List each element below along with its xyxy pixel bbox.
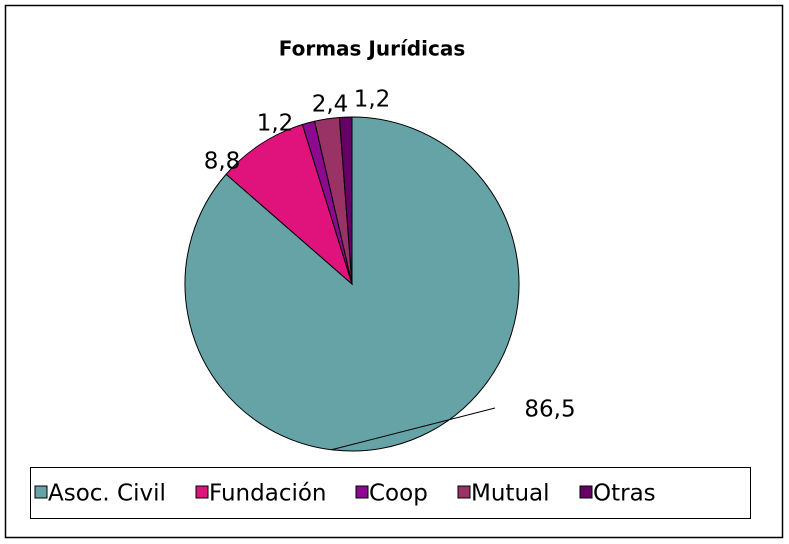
data-label: 8,8	[204, 149, 241, 175]
legend-swatch	[34, 485, 48, 499]
legend-swatch	[579, 485, 593, 499]
leader-line	[331, 407, 496, 451]
data-label: 1,2	[354, 87, 391, 113]
legend-swatch	[355, 485, 369, 499]
legend-box	[30, 467, 751, 519]
pie-slice	[225, 123, 354, 286]
legend-label: Mutual	[471, 481, 550, 507]
legend-label: Fundación	[209, 481, 327, 507]
legend-label: Asoc. Civil	[48, 481, 166, 507]
legend-label: Coop	[369, 481, 428, 507]
data-label: 2,4	[312, 92, 349, 118]
data-label: 1,2	[257, 111, 294, 137]
legend-swatch	[195, 485, 209, 499]
chart-title: Formas Jurídicas	[279, 37, 465, 61]
legend-swatch	[457, 485, 471, 499]
legend-label: Otras	[593, 481, 656, 507]
pie-slice	[338, 116, 353, 285]
data-label: 86,5	[524, 397, 575, 423]
